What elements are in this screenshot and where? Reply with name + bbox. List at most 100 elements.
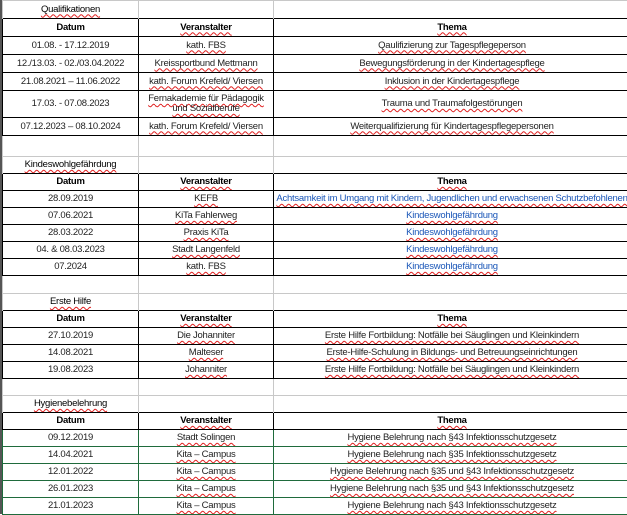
organizer-cell[interactable]: kath. Forum Krefeld/ Viersen bbox=[139, 73, 274, 91]
empty-cell[interactable] bbox=[274, 396, 627, 413]
topic-cell[interactable]: Weiterqualifizierung für Kindertagespfle… bbox=[274, 118, 627, 136]
date-cell[interactable]: 28.03.2022 bbox=[3, 225, 139, 242]
date-cell[interactable]: 01.08. - 17.12.2019 bbox=[3, 37, 139, 55]
topic-cell[interactable]: Kindeswohlgefährdung bbox=[274, 225, 627, 242]
date-cell-text: 07.06.2021 bbox=[48, 210, 93, 221]
date-cell[interactable]: 17.03. - 07.08.2023 bbox=[3, 91, 139, 118]
header-veranstalter[interactable]: Veranstalter bbox=[139, 311, 274, 328]
section-title[interactable]: Erste Hilfe bbox=[3, 294, 139, 311]
organizer-cell[interactable]: Kreissportbund Mettmann bbox=[139, 55, 274, 73]
organizer-cell[interactable]: Johanniter bbox=[139, 362, 274, 379]
topic-cell[interactable]: Trauma und Traumafolgestörungen bbox=[274, 91, 627, 118]
header-datum[interactable]: Datum bbox=[3, 19, 139, 37]
organizer-cell[interactable]: Praxis KiTa bbox=[139, 225, 274, 242]
topic-cell[interactable]: Erste Hilfe Fortbildung: Notfälle bei Sä… bbox=[274, 362, 627, 379]
section-title[interactable]: Hygienebelehrung bbox=[3, 396, 139, 413]
date-cell[interactable]: 27.10.2019 bbox=[3, 328, 139, 345]
organizer-cell[interactable]: Kita – Campus bbox=[139, 481, 274, 498]
header-veranstalter[interactable]: Veranstalter bbox=[139, 174, 274, 191]
empty-cell[interactable] bbox=[3, 379, 139, 396]
topic-cell-text: Kindeswohlgefährdung bbox=[406, 261, 498, 272]
topic-cell[interactable]: Achtsamkeit im Umgang mit Kindern, Jugen… bbox=[274, 191, 627, 208]
organizer-cell[interactable]: Kita – Campus bbox=[139, 447, 274, 464]
empty-cell[interactable] bbox=[274, 157, 627, 174]
organizer-cell[interactable]: Die Johanniter bbox=[139, 328, 274, 345]
section-title[interactable]: Kindeswohlgefährdung bbox=[3, 157, 139, 174]
empty-cell[interactable] bbox=[139, 294, 274, 311]
header-thema[interactable]: Thema bbox=[274, 413, 627, 430]
date-cell[interactable]: 19.08.2023 bbox=[3, 362, 139, 379]
section-title[interactable]: Qualifikationen bbox=[3, 1, 139, 19]
empty-cell[interactable] bbox=[274, 379, 627, 396]
empty-cell[interactable] bbox=[139, 1, 274, 19]
date-cell[interactable]: 12./13.03. - 02./03.04.2022 bbox=[3, 55, 139, 73]
header-veranstalter-text: Veranstalter bbox=[180, 176, 231, 187]
date-cell[interactable]: 21.08.2021 – 11.06.2022 bbox=[3, 73, 139, 91]
date-cell-text: 14.04.2021 bbox=[48, 449, 93, 460]
header-thema[interactable]: Thema bbox=[274, 311, 627, 328]
empty-cell[interactable] bbox=[274, 276, 627, 294]
empty-cell[interactable] bbox=[3, 276, 139, 294]
organizer-cell[interactable]: kath. FBS bbox=[139, 37, 274, 55]
header-datum[interactable]: Datum bbox=[3, 311, 139, 328]
header-datum[interactable]: Datum bbox=[3, 174, 139, 191]
topic-cell[interactable]: Hygiene Belehrung nach §43 Infektionssch… bbox=[274, 430, 627, 447]
empty-cell[interactable] bbox=[139, 136, 274, 157]
organizer-cell[interactable]: KiTa Fahlerweg bbox=[139, 208, 274, 225]
topic-cell[interactable]: Hygiene Belehrung nach §35 Infektionssch… bbox=[274, 447, 627, 464]
date-cell[interactable]: 14.04.2021 bbox=[3, 447, 139, 464]
organizer-cell[interactable]: KEFB bbox=[139, 191, 274, 208]
date-cell[interactable]: 04. & 08.03.2023 bbox=[3, 242, 139, 259]
empty-cell[interactable] bbox=[139, 379, 274, 396]
section-title-row: Erste Hilfe bbox=[3, 294, 627, 311]
empty-cell[interactable] bbox=[274, 136, 627, 157]
section-title-row: Kindeswohlgefährdung bbox=[3, 157, 627, 174]
topic-cell[interactable]: Qaulifizierung zur Tagespflegeperson bbox=[274, 37, 627, 55]
topic-cell[interactable]: Kindeswohlgefährdung bbox=[274, 259, 627, 276]
organizer-cell[interactable]: Malteser bbox=[139, 345, 274, 362]
date-cell[interactable]: 07.2024 bbox=[3, 259, 139, 276]
topic-cell[interactable]: Kindeswohlgefährdung bbox=[274, 208, 627, 225]
organizer-cell[interactable]: kath. FBS bbox=[139, 259, 274, 276]
topic-cell[interactable]: Hygiene Belehrung nach §35 und §43 Infek… bbox=[274, 481, 627, 498]
header-thema[interactable]: Thema bbox=[274, 174, 627, 191]
header-datum-text: Datum bbox=[56, 415, 84, 426]
empty-cell[interactable] bbox=[139, 396, 274, 413]
date-cell[interactable]: 26.01.2023 bbox=[3, 481, 139, 498]
empty-cell[interactable] bbox=[139, 276, 274, 294]
date-cell[interactable]: 28.09.2019 bbox=[3, 191, 139, 208]
date-cell[interactable]: 07.06.2021 bbox=[3, 208, 139, 225]
organizer-cell[interactable]: Fernakademie für Pädagogik und Sozialber… bbox=[139, 91, 274, 118]
organizer-cell[interactable]: kath. Forum Krefeld/ Viersen bbox=[139, 118, 274, 136]
date-cell-text: 17.03. - 07.08.2023 bbox=[32, 98, 110, 109]
date-cell[interactable]: 14.08.2021 bbox=[3, 345, 139, 362]
organizer-cell[interactable]: Stadt Solingen bbox=[139, 430, 274, 447]
topic-cell[interactable]: Erste Hilfe Fortbildung: Notfälle bei Sä… bbox=[274, 328, 627, 345]
date-cell[interactable]: 21.01.2023 bbox=[3, 498, 139, 515]
topic-cell[interactable]: Hygiene Belehrung nach §35 und §43 Infek… bbox=[274, 464, 627, 481]
date-cell[interactable]: 09.12.2019 bbox=[3, 430, 139, 447]
date-cell[interactable]: 07.12.2023 – 08.10.2024 bbox=[3, 118, 139, 136]
topic-cell[interactable]: Kindeswohlgefährdung bbox=[274, 242, 627, 259]
empty-cell[interactable] bbox=[274, 294, 627, 311]
topic-cell[interactable]: Hygiene Belehrung nach §43 Infektionssch… bbox=[274, 498, 627, 515]
topic-cell[interactable]: Inklusion in der Kindertagespflege bbox=[274, 73, 627, 91]
topic-cell[interactable]: Erste-Hilfe-Schulung in Bildungs- und Be… bbox=[274, 345, 627, 362]
empty-cell[interactable] bbox=[274, 1, 627, 19]
empty-cell[interactable] bbox=[3, 136, 139, 157]
date-cell[interactable]: 12.01.2022 bbox=[3, 464, 139, 481]
organizer-cell[interactable]: Kita – Campus bbox=[139, 464, 274, 481]
organizer-cell[interactable]: Stadt Langenfeld bbox=[139, 242, 274, 259]
header-veranstalter[interactable]: Veranstalter bbox=[139, 19, 274, 37]
header-datum[interactable]: Datum bbox=[3, 413, 139, 430]
organizer-cell[interactable]: Kita – Campus bbox=[139, 498, 274, 515]
empty-cell[interactable] bbox=[139, 157, 274, 174]
header-thema[interactable]: Thema bbox=[274, 19, 627, 37]
header-veranstalter[interactable]: Veranstalter bbox=[139, 413, 274, 430]
topic-cell[interactable]: Bewegungsförderung in der Kindertagespfl… bbox=[274, 55, 627, 73]
